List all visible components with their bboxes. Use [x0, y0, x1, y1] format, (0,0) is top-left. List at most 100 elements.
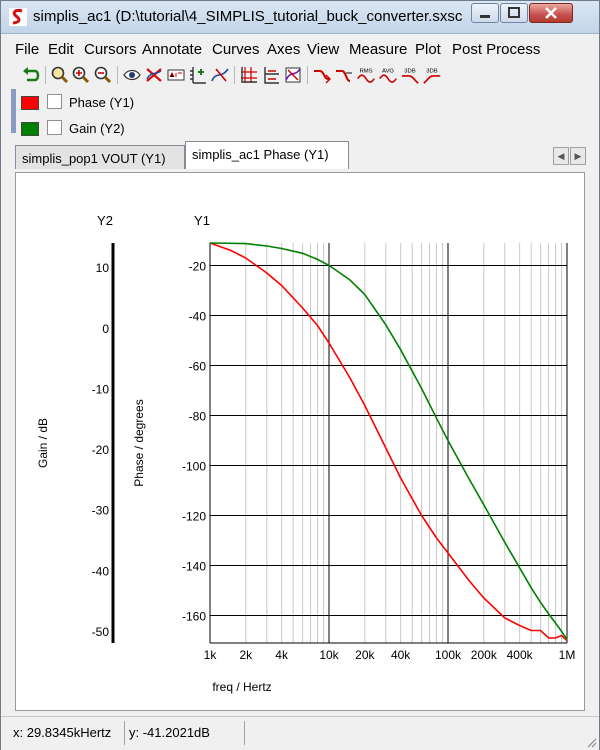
- avg-icon[interactable]: AVG: [378, 65, 398, 85]
- rms-icon[interactable]: RMS: [356, 65, 376, 85]
- toolbar: RMS AVG 3DB 3DB: [1, 63, 599, 87]
- y1-axis-label: Phase / degrees: [132, 399, 146, 486]
- eye-icon[interactable]: [122, 65, 142, 85]
- menu-curves[interactable]: Curves: [212, 41, 260, 58]
- plot-area[interactable]: 1k 2k 4k 10k 20k 40k 100k 200k 400k 1M freq / Hert…: [15, 172, 585, 711]
- gain-curve: [209, 242, 568, 640]
- menu-bar: File Edit Cursors Annotate Curves Axes V…: [1, 37, 599, 61]
- y2-tick-label: -50: [92, 625, 110, 639]
- cursor-x-readout: x: 29.8345kHertz: [13, 725, 112, 740]
- phase-curve: [209, 242, 568, 642]
- x-tick-label: 4k: [275, 648, 289, 662]
- tab-simplis-pop1-vout[interactable]: simplis_pop1 VOUT (Y1): [15, 145, 185, 169]
- legend-label: Gain (Y2): [69, 121, 125, 136]
- legend-strip: [11, 89, 16, 133]
- curve-color-icon[interactable]: [283, 65, 303, 85]
- menu-annotate[interactable]: Annotate: [142, 41, 203, 58]
- y2-tick-label: 10: [96, 261, 110, 275]
- add-axis-icon[interactable]: [188, 65, 208, 85]
- grid-icon[interactable]: [239, 65, 259, 85]
- x-tick-label: 200k: [471, 648, 498, 662]
- menu-file[interactable]: File: [15, 41, 40, 58]
- menu-measure[interactable]: Measure: [349, 41, 408, 58]
- menu-post-process[interactable]: Post Process: [452, 41, 541, 58]
- x-tick-label: 10k: [319, 648, 339, 662]
- x-tick-label: 40k: [391, 648, 411, 662]
- menu-view[interactable]: View: [307, 41, 340, 58]
- y1-tick-label: -120: [182, 510, 206, 524]
- chart-grid: [209, 243, 568, 643]
- x-tick-label: 100k: [435, 648, 462, 662]
- y2-tick-label: -30: [92, 504, 110, 518]
- label-icon[interactable]: [166, 65, 186, 85]
- legend-swatch-red: [21, 96, 39, 110]
- x-tick-label: 20k: [355, 648, 375, 662]
- x-tick-label: 1M: [559, 648, 576, 662]
- x-axis-label: freq / Hertz: [212, 680, 271, 694]
- y1-tick-label: -160: [182, 610, 206, 624]
- zoom-full-icon[interactable]: [50, 65, 70, 85]
- y2-tick-label: -10: [92, 382, 110, 396]
- resize-grip-icon[interactable]: [585, 736, 597, 748]
- 3db-lowpass-icon[interactable]: 3DB: [400, 65, 420, 85]
- y1-tick-label: -40: [189, 310, 207, 324]
- status-bar: x: 29.8345kHertz y: -41.2021dB: [1, 716, 599, 750]
- menu-axes[interactable]: Axes: [267, 41, 301, 58]
- 3db-lowpass-label: 3DB: [404, 68, 416, 74]
- y2-axis-label: Gain / dB: [36, 418, 50, 468]
- edit-curve-icon[interactable]: [210, 65, 230, 85]
- window-title: simplis_ac1 (D:\tutorial\4_SIMPLIS_tutor…: [33, 8, 463, 25]
- stacked-axes-icon[interactable]: [261, 65, 281, 85]
- delete-curve-icon[interactable]: [144, 65, 164, 85]
- toolbar-separator: [117, 66, 118, 84]
- legend-swatch-green: [21, 122, 39, 136]
- curve-legend: Phase (Y1) Gain (Y2): [11, 89, 599, 136]
- x-tick-label: 1k: [204, 648, 218, 662]
- 3db-highpass-icon[interactable]: 3DB: [422, 65, 442, 85]
- toolbar-separator: [307, 66, 308, 84]
- menu-cursors[interactable]: Cursors: [84, 41, 137, 58]
- y1-tick-label: -60: [189, 360, 207, 374]
- y1-tick-label: -20: [189, 260, 207, 274]
- tab-scroll-left-button[interactable]: ◀: [553, 147, 569, 165]
- y1-axis-title: Y1: [194, 213, 210, 228]
- rms-button-label: RMS: [359, 68, 372, 74]
- minimize-button[interactable]: [471, 3, 499, 23]
- y2-tick-label: -40: [92, 564, 110, 578]
- chart-axes: 1k 2k 4k 10k 20k 40k 100k 200k 400k 1M freq / Hert…: [36, 213, 575, 694]
- close-icon: [545, 7, 557, 19]
- bode-chart[interactable]: 1k 2k 4k 10k 20k 40k 100k 200k 400k 1M freq / Hert…: [16, 173, 584, 710]
- phase-curve-checkbox[interactable]: [47, 94, 62, 109]
- y1-tick-label: -80: [189, 410, 207, 424]
- y2-axis-title: Y2: [97, 213, 113, 228]
- status-divider: [244, 721, 245, 745]
- maximize-icon: [508, 7, 520, 18]
- zoom-out-icon[interactable]: [93, 65, 113, 85]
- status-divider: [124, 721, 125, 745]
- close-button[interactable]: [529, 3, 573, 23]
- x-tick-label: 400k: [507, 648, 534, 662]
- menu-edit[interactable]: Edit: [48, 41, 74, 58]
- maximize-button[interactable]: [500, 3, 528, 23]
- y1-tick-label: -140: [182, 560, 206, 574]
- legend-label: Phase (Y1): [69, 95, 135, 110]
- simplis-app-icon: [9, 8, 27, 26]
- tab-scroll-right-button[interactable]: ▶: [570, 147, 586, 165]
- y1-tick-label: -100: [182, 460, 206, 474]
- title-bar[interactable]: simplis_ac1 (D:\tutorial\4_SIMPLIS_tutor…: [1, 1, 599, 34]
- toolbar-separator: [234, 66, 235, 84]
- menu-plot[interactable]: Plot: [415, 41, 441, 58]
- step-icon[interactable]: [312, 65, 332, 85]
- cursor-y-readout: y: -41.2021dB: [129, 725, 210, 740]
- y2-tick-label: -20: [92, 443, 110, 457]
- tab-simplis-ac1-phase[interactable]: simplis_ac1 Phase (Y1): [185, 141, 349, 169]
- chart-curves: [209, 242, 568, 642]
- undo-icon[interactable]: [21, 65, 41, 85]
- gain-curve-checkbox[interactable]: [47, 120, 62, 135]
- 3db-highpass-label: 3DB: [426, 68, 438, 74]
- x-tick-label: 2k: [239, 648, 253, 662]
- avg-button-label: AVG: [382, 68, 394, 74]
- zoom-in-icon[interactable]: [71, 65, 91, 85]
- step-down-icon[interactable]: [334, 65, 354, 85]
